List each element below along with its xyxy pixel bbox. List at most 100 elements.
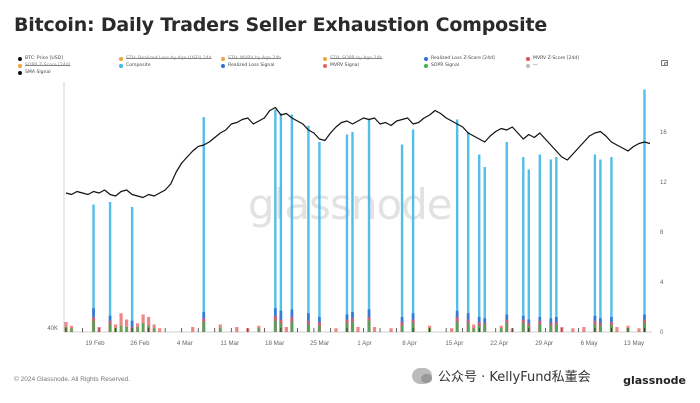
legend-swatch bbox=[18, 56, 22, 61]
mvrv-signal-bar bbox=[158, 328, 162, 332]
legend-swatch bbox=[119, 56, 123, 61]
sopr-signal-bar bbox=[290, 322, 294, 332]
legend-item[interactable]: SOPR Signal bbox=[424, 63, 459, 68]
composite-bar bbox=[610, 157, 613, 332]
y-right-tick-label: 12 bbox=[660, 180, 667, 186]
sopr-signal-bar bbox=[351, 322, 354, 332]
mvrv-signal-bar bbox=[582, 327, 586, 332]
composite-bar bbox=[599, 159, 602, 332]
composite-bar bbox=[318, 142, 321, 332]
composite-bar bbox=[455, 119, 459, 332]
legend-item[interactable]: SMA Signal bbox=[18, 70, 51, 75]
legend-item[interactable]: BTC: Price [USD] bbox=[18, 56, 63, 61]
sopr-signal-bar bbox=[318, 325, 321, 332]
legend-label: SMA Signal bbox=[25, 70, 51, 75]
sopr-signal-bar bbox=[466, 323, 470, 332]
mvrv-signal-bar bbox=[284, 327, 288, 332]
composite-bar bbox=[351, 132, 354, 332]
composite-bar bbox=[290, 114, 294, 332]
sopr-signal-bar bbox=[455, 322, 459, 332]
sopr-signal-bar bbox=[152, 328, 156, 332]
legend-item[interactable]: STH: Realized Loss by Age (USD) 24h bbox=[119, 56, 212, 61]
x-tick-label: 13 May bbox=[624, 340, 645, 347]
legend-label: SOPR Signal bbox=[431, 63, 460, 68]
legend-item[interactable]: Realized Loss Z-Score [24d] bbox=[424, 56, 495, 61]
mvrv-signal-bar bbox=[235, 327, 239, 332]
composite-bar bbox=[522, 157, 525, 332]
x-tick-label: 8 Apr bbox=[402, 340, 416, 347]
composite-bar bbox=[367, 119, 371, 332]
legend-label: Composite bbox=[126, 63, 151, 68]
y-left-tick-label: 40K bbox=[47, 326, 58, 332]
composite-bar bbox=[130, 207, 134, 332]
composite-bar bbox=[538, 154, 542, 332]
sopr-signal-bar bbox=[70, 328, 73, 332]
legend-label: BTC: Price [USD] bbox=[25, 56, 63, 61]
legend-label: Realized Loss Signal bbox=[228, 63, 275, 68]
legend-swatch bbox=[323, 56, 327, 61]
y-right-tick-label: 16 bbox=[660, 130, 667, 136]
composite-bar bbox=[593, 154, 597, 332]
chart-legend: BTC: Price [USD] STH: Realized Loss by Ag… bbox=[18, 56, 658, 80]
composite-bar bbox=[92, 204, 95, 332]
sopr-signal-bar bbox=[202, 322, 205, 332]
chart-title: Bitcoin: Daily Traders Seller Exhaustion… bbox=[14, 14, 548, 36]
legend-swatch bbox=[526, 63, 530, 68]
copyright-text: © 2024 Glassnode. All Rights Reserved. bbox=[14, 376, 131, 383]
sopr-signal-bar bbox=[279, 323, 283, 332]
sopr-signal-bar bbox=[505, 323, 508, 332]
mvrv-signal-bar bbox=[119, 313, 123, 332]
y-right-tick-label: 4 bbox=[660, 280, 664, 286]
composite-bar bbox=[478, 154, 481, 332]
sopr-signal-bar bbox=[119, 325, 123, 332]
composite-bar bbox=[307, 125, 310, 332]
legend-swatch bbox=[119, 63, 123, 68]
legend-item[interactable]: STH: MVRV by Age 24h bbox=[221, 56, 281, 61]
sopr-signal-bar bbox=[125, 327, 128, 332]
camera-icon[interactable] bbox=[661, 60, 668, 66]
mvrv-signal-bar bbox=[372, 327, 377, 332]
legend-swatch bbox=[18, 70, 22, 75]
legend-item[interactable]: STH: SOPR by Age 24h bbox=[323, 56, 382, 61]
mvrv-signal-bar bbox=[637, 328, 641, 332]
composite-bar bbox=[279, 113, 283, 332]
legend-item[interactable]: Realized Loss Signal bbox=[221, 63, 274, 68]
x-tick-label: 18 Mar bbox=[265, 340, 284, 347]
mvrv-signal-bar bbox=[147, 317, 151, 332]
x-tick-label: 4 Mar bbox=[177, 340, 193, 347]
composite-bar bbox=[527, 169, 530, 332]
wechat-caption: 公众号 · KellyFund私董会 bbox=[412, 366, 591, 385]
composite-bar bbox=[549, 159, 553, 332]
legend-item[interactable]: MVRV Signal bbox=[323, 63, 359, 68]
sopr-signal-bar bbox=[219, 328, 222, 332]
x-tick-label: 11 Mar bbox=[220, 340, 239, 347]
legend-item[interactable]: MVRV Z-Score [24d] bbox=[526, 56, 579, 61]
mvrv-signal-bar bbox=[191, 327, 195, 332]
composite-bar bbox=[483, 167, 486, 332]
sopr-signal-bar bbox=[257, 328, 261, 332]
legend-item[interactable]: Composite bbox=[119, 63, 151, 68]
legend-swatch bbox=[526, 56, 530, 61]
legend-label: Realized Loss Z-Score [24d] bbox=[431, 56, 495, 61]
sopr-signal-bar bbox=[483, 324, 486, 332]
sopr-signal-bar bbox=[307, 324, 310, 332]
mvrv-signal-bar bbox=[571, 328, 575, 332]
composite-bar bbox=[108, 202, 112, 332]
y-right-tick-label: 8 bbox=[660, 230, 664, 236]
legend-swatch bbox=[18, 63, 22, 68]
legend-label: STH: Realized Loss by Age (USD) 24h bbox=[126, 56, 212, 61]
sopr-signal-bar bbox=[136, 327, 139, 332]
mvrv-signal-bar bbox=[450, 328, 454, 332]
legend-item[interactable]: SOPR Z-Score [24d] bbox=[18, 63, 70, 68]
sopr-signal-bar bbox=[108, 324, 112, 332]
y-right-tick-label: 0 bbox=[660, 330, 664, 336]
sopr-signal-bar bbox=[345, 323, 349, 332]
wechat-label: 公众号 · KellyFund私董会 bbox=[438, 370, 591, 385]
mvrv-signal-bar bbox=[356, 327, 360, 332]
sopr-signal-bar bbox=[500, 328, 503, 332]
composite-bar bbox=[555, 157, 558, 332]
x-tick-label: 29 Apr bbox=[535, 340, 553, 347]
legend-item[interactable]: — bbox=[526, 63, 538, 68]
legend-label: SOPR Z-Score [24d] bbox=[25, 63, 71, 68]
